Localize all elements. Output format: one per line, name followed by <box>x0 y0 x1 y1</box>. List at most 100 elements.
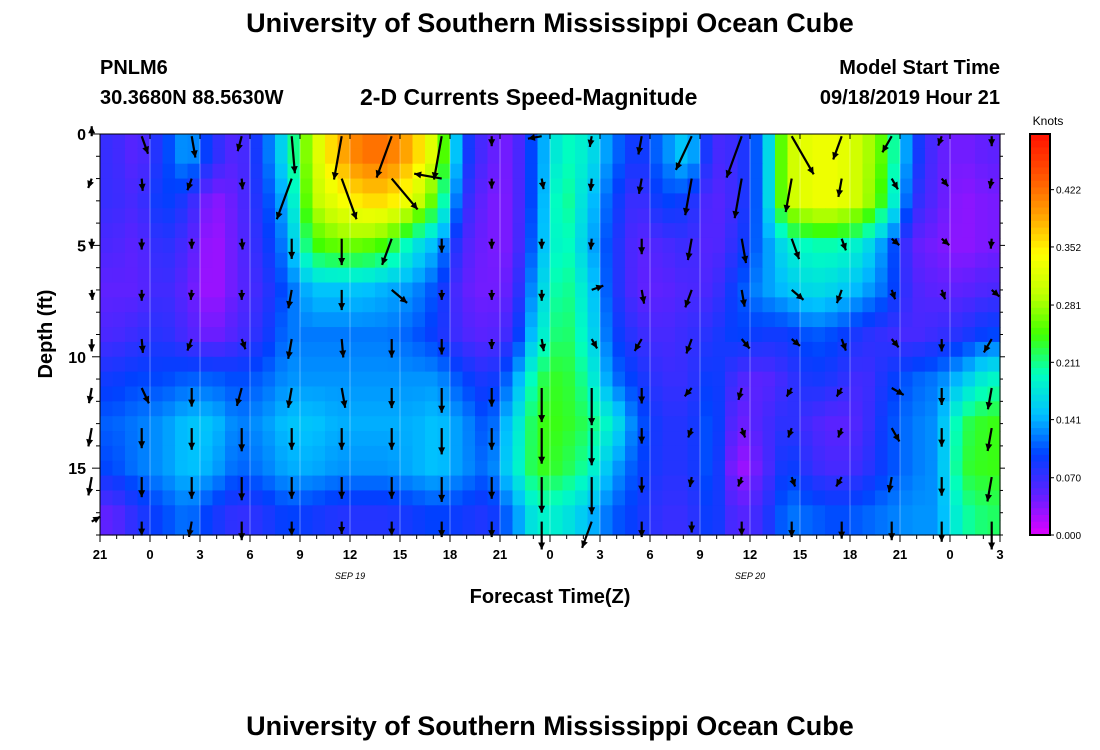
heatmap-cell <box>925 431 939 447</box>
heatmap-cell <box>775 312 789 328</box>
heatmap-cell <box>425 341 439 358</box>
heatmap-cell <box>500 252 514 269</box>
heatmap-cell <box>912 460 926 477</box>
heatmap-cell <box>975 460 989 477</box>
heatmap-cell <box>862 490 876 506</box>
heatmap-cell <box>812 475 826 492</box>
heatmap-cell <box>400 401 414 417</box>
heatmap-cell <box>125 163 139 180</box>
heatmap-cell <box>412 252 426 269</box>
heatmap-cell <box>262 208 276 224</box>
heatmap-cell <box>175 341 189 358</box>
heatmap-cell <box>125 416 139 432</box>
heatmap-cell <box>112 445 126 462</box>
heatmap-cell <box>975 208 989 224</box>
heatmap-cell <box>275 223 289 239</box>
heatmap-cell <box>200 252 214 269</box>
heatmap-cell <box>400 148 414 165</box>
heatmap-cell <box>362 520 376 536</box>
heatmap-cell <box>837 163 851 180</box>
heatmap-cell <box>437 401 451 417</box>
heatmap-cell <box>475 505 489 521</box>
heatmap-cell <box>662 193 676 209</box>
current-vector <box>188 388 196 407</box>
y-tick-label: 0 <box>77 127 86 144</box>
current-vector <box>988 136 996 147</box>
heatmap-cell <box>962 163 976 180</box>
heatmap-cell <box>250 460 264 477</box>
colorbar-swatch <box>1030 274 1050 282</box>
heatmap-cell <box>425 252 439 269</box>
current-vector <box>331 136 343 180</box>
heatmap-cell <box>700 520 714 536</box>
heatmap-cell <box>350 371 364 388</box>
heatmap-cell <box>675 386 689 402</box>
heatmap-cell <box>500 193 514 209</box>
heatmap-cell <box>700 297 714 313</box>
heatmap-cell <box>212 237 226 254</box>
heatmap-cell <box>962 356 976 373</box>
heatmap-cell <box>150 371 164 388</box>
current-vector <box>832 135 843 160</box>
heatmap-cell <box>450 312 464 328</box>
heatmap-cell <box>750 460 764 477</box>
colorbar-swatch <box>1030 468 1050 476</box>
heatmap-cell <box>837 312 851 328</box>
heatmap-cell <box>800 341 814 358</box>
heatmap-cell <box>400 416 414 432</box>
y-tick-label: 10 <box>68 350 86 367</box>
heatmap-cell <box>875 386 889 402</box>
heatmap-cell <box>712 445 726 462</box>
heatmap-cell <box>750 267 764 284</box>
x-axis-label: Forecast Time(Z) <box>470 586 631 608</box>
heatmap-cell <box>975 282 989 298</box>
heatmap-cell <box>712 148 726 165</box>
heatmap-cell <box>775 208 789 224</box>
heatmap-cell <box>275 237 289 254</box>
heatmap-cell <box>762 460 776 477</box>
heatmap-cell <box>425 445 439 462</box>
heatmap-cell <box>900 460 914 477</box>
heatmap-cell <box>212 431 226 447</box>
heatmap-cell <box>875 445 889 462</box>
heatmap-cell <box>762 475 776 492</box>
current-vector <box>238 178 246 190</box>
heatmap-cell <box>200 134 214 150</box>
current-vector <box>590 338 599 349</box>
heatmap-cell <box>300 223 314 239</box>
heatmap-cell <box>412 327 426 343</box>
heatmap-cell <box>875 193 889 209</box>
gridlines <box>149 134 951 535</box>
heatmap-cell <box>937 252 951 269</box>
heatmap-cell <box>612 490 626 506</box>
heatmap-cell <box>575 445 589 462</box>
heatmap-cell <box>487 371 501 388</box>
heatmap-cell <box>975 267 989 284</box>
heatmap-cell <box>562 520 576 536</box>
current-vector <box>388 339 396 358</box>
heatmap-cell <box>525 237 539 254</box>
heatmap-cell <box>687 445 701 462</box>
heatmap-cell <box>862 163 876 180</box>
current-vector <box>88 289 96 300</box>
heatmap-cell <box>762 252 776 269</box>
heatmap-cell <box>125 208 139 224</box>
heatmap-cell <box>550 237 564 254</box>
heatmap-cell <box>600 134 614 150</box>
heatmap-cell <box>387 178 401 195</box>
heatmap-cell <box>825 267 839 284</box>
heatmap-cell <box>162 445 176 462</box>
heatmap-cell <box>950 490 964 506</box>
model-start-label: Model Start Time <box>839 57 1000 79</box>
heatmap-cell <box>300 252 314 269</box>
heatmap-cell <box>100 163 114 180</box>
heatmap-cell <box>925 282 939 298</box>
heatmap-cell <box>262 297 276 313</box>
heatmap-cell <box>850 282 864 298</box>
heatmap-cell <box>125 223 139 239</box>
colorbar-swatch <box>1030 200 1050 209</box>
heatmap-cell <box>687 312 701 328</box>
heatmap-cell <box>125 341 139 358</box>
heatmap-cell <box>862 460 876 477</box>
heatmap-cell <box>737 282 751 298</box>
